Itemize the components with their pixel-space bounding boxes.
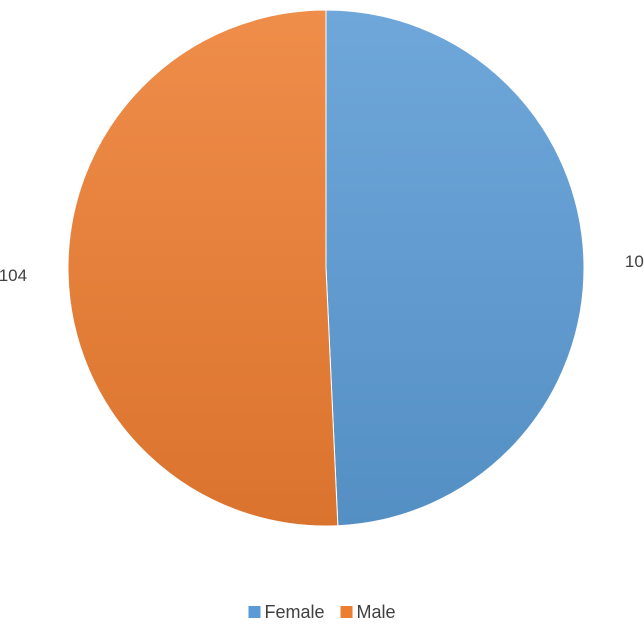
pie-data-labels: 101 104 [0, 252, 644, 285]
legend: Female Male [248, 602, 396, 622]
pie-slices [67, 9, 585, 527]
data-label-male: 104 [0, 266, 27, 285]
pie-slice-female [325, 9, 585, 527]
legend-item-female: Female [248, 602, 325, 622]
legend-label-male: Male [357, 602, 396, 622]
legend-item-male: Male [340, 602, 396, 622]
legend-swatch-female [248, 606, 261, 618]
data-label-female: 101 [625, 252, 644, 271]
legend-label-female: Female [264, 602, 324, 622]
pie-slice-male [67, 9, 339, 527]
legend-swatch-male [340, 606, 353, 618]
